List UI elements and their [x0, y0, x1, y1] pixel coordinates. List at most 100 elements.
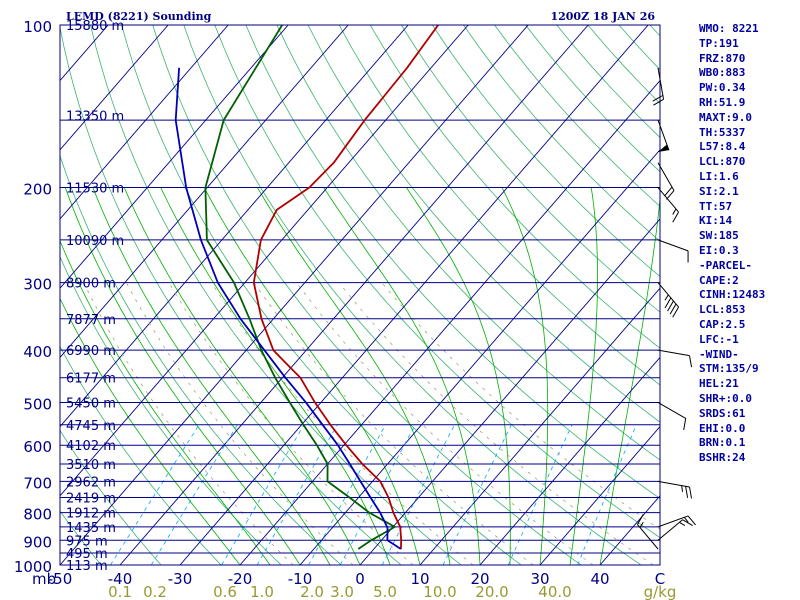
- isotherm: [179, 25, 649, 565]
- index-value: CINH:12483: [699, 288, 766, 302]
- height-label: 7877 m: [66, 313, 116, 328]
- mixing-ratio-line: [221, 424, 305, 565]
- pressure-tick-label: 600: [23, 438, 52, 456]
- isotherm: [60, 25, 469, 497]
- height-label: 10090 m: [66, 234, 124, 249]
- height-label: 11530 m: [66, 182, 124, 197]
- pressure-tick-label: 800: [23, 506, 52, 524]
- mixing-ratio-line: [381, 424, 455, 565]
- height-label: 6177 m: [66, 372, 116, 387]
- line-temperature: [252, 25, 439, 550]
- wind-barb: [657, 239, 689, 263]
- barb-shaft: [657, 162, 675, 191]
- isotherm: [60, 25, 229, 220]
- virtual-temp-line: [211, 282, 474, 565]
- mixing-ratio-label: 0.1: [108, 583, 132, 600]
- index-value: LCL:853: [699, 303, 746, 317]
- wind-barb: [657, 282, 680, 318]
- isotherm: [299, 149, 660, 565]
- index-value: TH:5337: [699, 125, 746, 139]
- index-value: BRN:0.1: [699, 436, 746, 450]
- index-value: EI:0.3: [699, 244, 739, 257]
- wind-barb: [652, 67, 665, 106]
- height-label: 5450 m: [66, 396, 116, 411]
- mixing-ratio-label: 5.0: [373, 583, 397, 600]
- wind-barbs: [636, 67, 696, 550]
- index-value: RH:51.9: [699, 96, 746, 109]
- pressure-tick-label: 300: [23, 276, 52, 294]
- height-label: 975 m: [66, 534, 108, 549]
- barb-shaft: [657, 187, 679, 213]
- height-label: 3510 m: [66, 458, 116, 473]
- index-value: CAPE:2: [699, 273, 739, 287]
- line-dewpoint: [204, 25, 396, 550]
- index-value: STM:135/9: [699, 362, 759, 376]
- barb-shaft: [657, 119, 670, 151]
- barb-full: [652, 94, 664, 102]
- isotherm: [60, 25, 349, 359]
- pressure-tick-label: 400: [23, 343, 52, 361]
- barb-full: [672, 306, 680, 318]
- barb-full: [682, 519, 693, 527]
- barb-shaft: [657, 349, 690, 357]
- temperature-tick-label: -50: [48, 570, 73, 588]
- mixing-ratio-line: [339, 424, 416, 565]
- height-label: 495 m: [66, 547, 108, 562]
- index-value: BSHR:24: [699, 451, 746, 465]
- mixing-ratio-label: 20.0: [475, 583, 508, 600]
- mixing-ratio-label: 0.2: [143, 583, 167, 600]
- wind-barb: [657, 480, 693, 499]
- index-value: SRDS:61: [699, 406, 746, 420]
- moist-adiabat: [323, 187, 481, 565]
- moist-adiabat: [123, 187, 361, 565]
- barb-pennant: [657, 144, 669, 153]
- barb-shaft: [657, 239, 689, 252]
- virtual-temp-line: [168, 282, 414, 565]
- barb-full: [689, 355, 693, 368]
- background-grid: [60, 25, 660, 565]
- station-title: LEMD (8221) Sounding: [66, 10, 212, 23]
- mixing-ratio-label: g/kg: [644, 583, 677, 600]
- isotherm: [60, 25, 169, 151]
- barb-half: [664, 294, 669, 301]
- barb-shaft: [657, 67, 665, 100]
- mixing-ratio-label: 1.0: [250, 583, 274, 600]
- barb-full: [689, 486, 693, 499]
- moist-adiabat: [203, 187, 421, 565]
- temperature-tick-label: -30: [168, 570, 193, 588]
- wind-barb: [657, 119, 670, 153]
- index-value: -PARCEL-: [699, 258, 752, 272]
- index-value: L57:8.4: [699, 140, 746, 154]
- temperature-tick-label: 40: [590, 570, 609, 588]
- index-value: LCL:870: [699, 155, 746, 169]
- mixing-ratio-label: 10.0: [423, 583, 456, 600]
- pressure-tick-label: 700: [23, 474, 52, 492]
- temperature-tick-label: 30: [530, 570, 549, 588]
- wind-barb: [636, 514, 659, 550]
- pressure-tick-label: 200: [23, 181, 52, 199]
- index-value: TP:191: [699, 36, 739, 50]
- wind-barb: [657, 401, 687, 431]
- index-value: MAXT:9.0: [699, 110, 752, 124]
- moist-adiabat: [257, 187, 451, 565]
- pressure-tick-label: 100: [23, 18, 52, 36]
- index-value: WB0:883: [699, 66, 746, 80]
- dry-adiabat: [121, 25, 522, 565]
- dry-adiabat: [90, 25, 462, 565]
- barb-half: [639, 521, 644, 528]
- height-label: 15880 m: [66, 19, 124, 34]
- temperature-tick-label: 10: [410, 570, 429, 588]
- virtual-temp-line: [253, 282, 534, 565]
- plot-frame: [59, 24, 661, 566]
- index-value: WMO: 8221: [699, 22, 759, 35]
- wind-barb: [657, 187, 680, 223]
- index-value: LFC:-1: [699, 332, 739, 346]
- barb-full: [664, 186, 673, 197]
- height-label: 1912 m: [66, 507, 116, 522]
- isotherm: [359, 218, 660, 565]
- pressure-tick-label: 1000: [14, 558, 52, 576]
- barb-full: [669, 303, 677, 315]
- pressure-axis-label: mb: [32, 570, 56, 588]
- temperature-tick-label: C: [655, 570, 665, 588]
- barb-half: [679, 521, 686, 527]
